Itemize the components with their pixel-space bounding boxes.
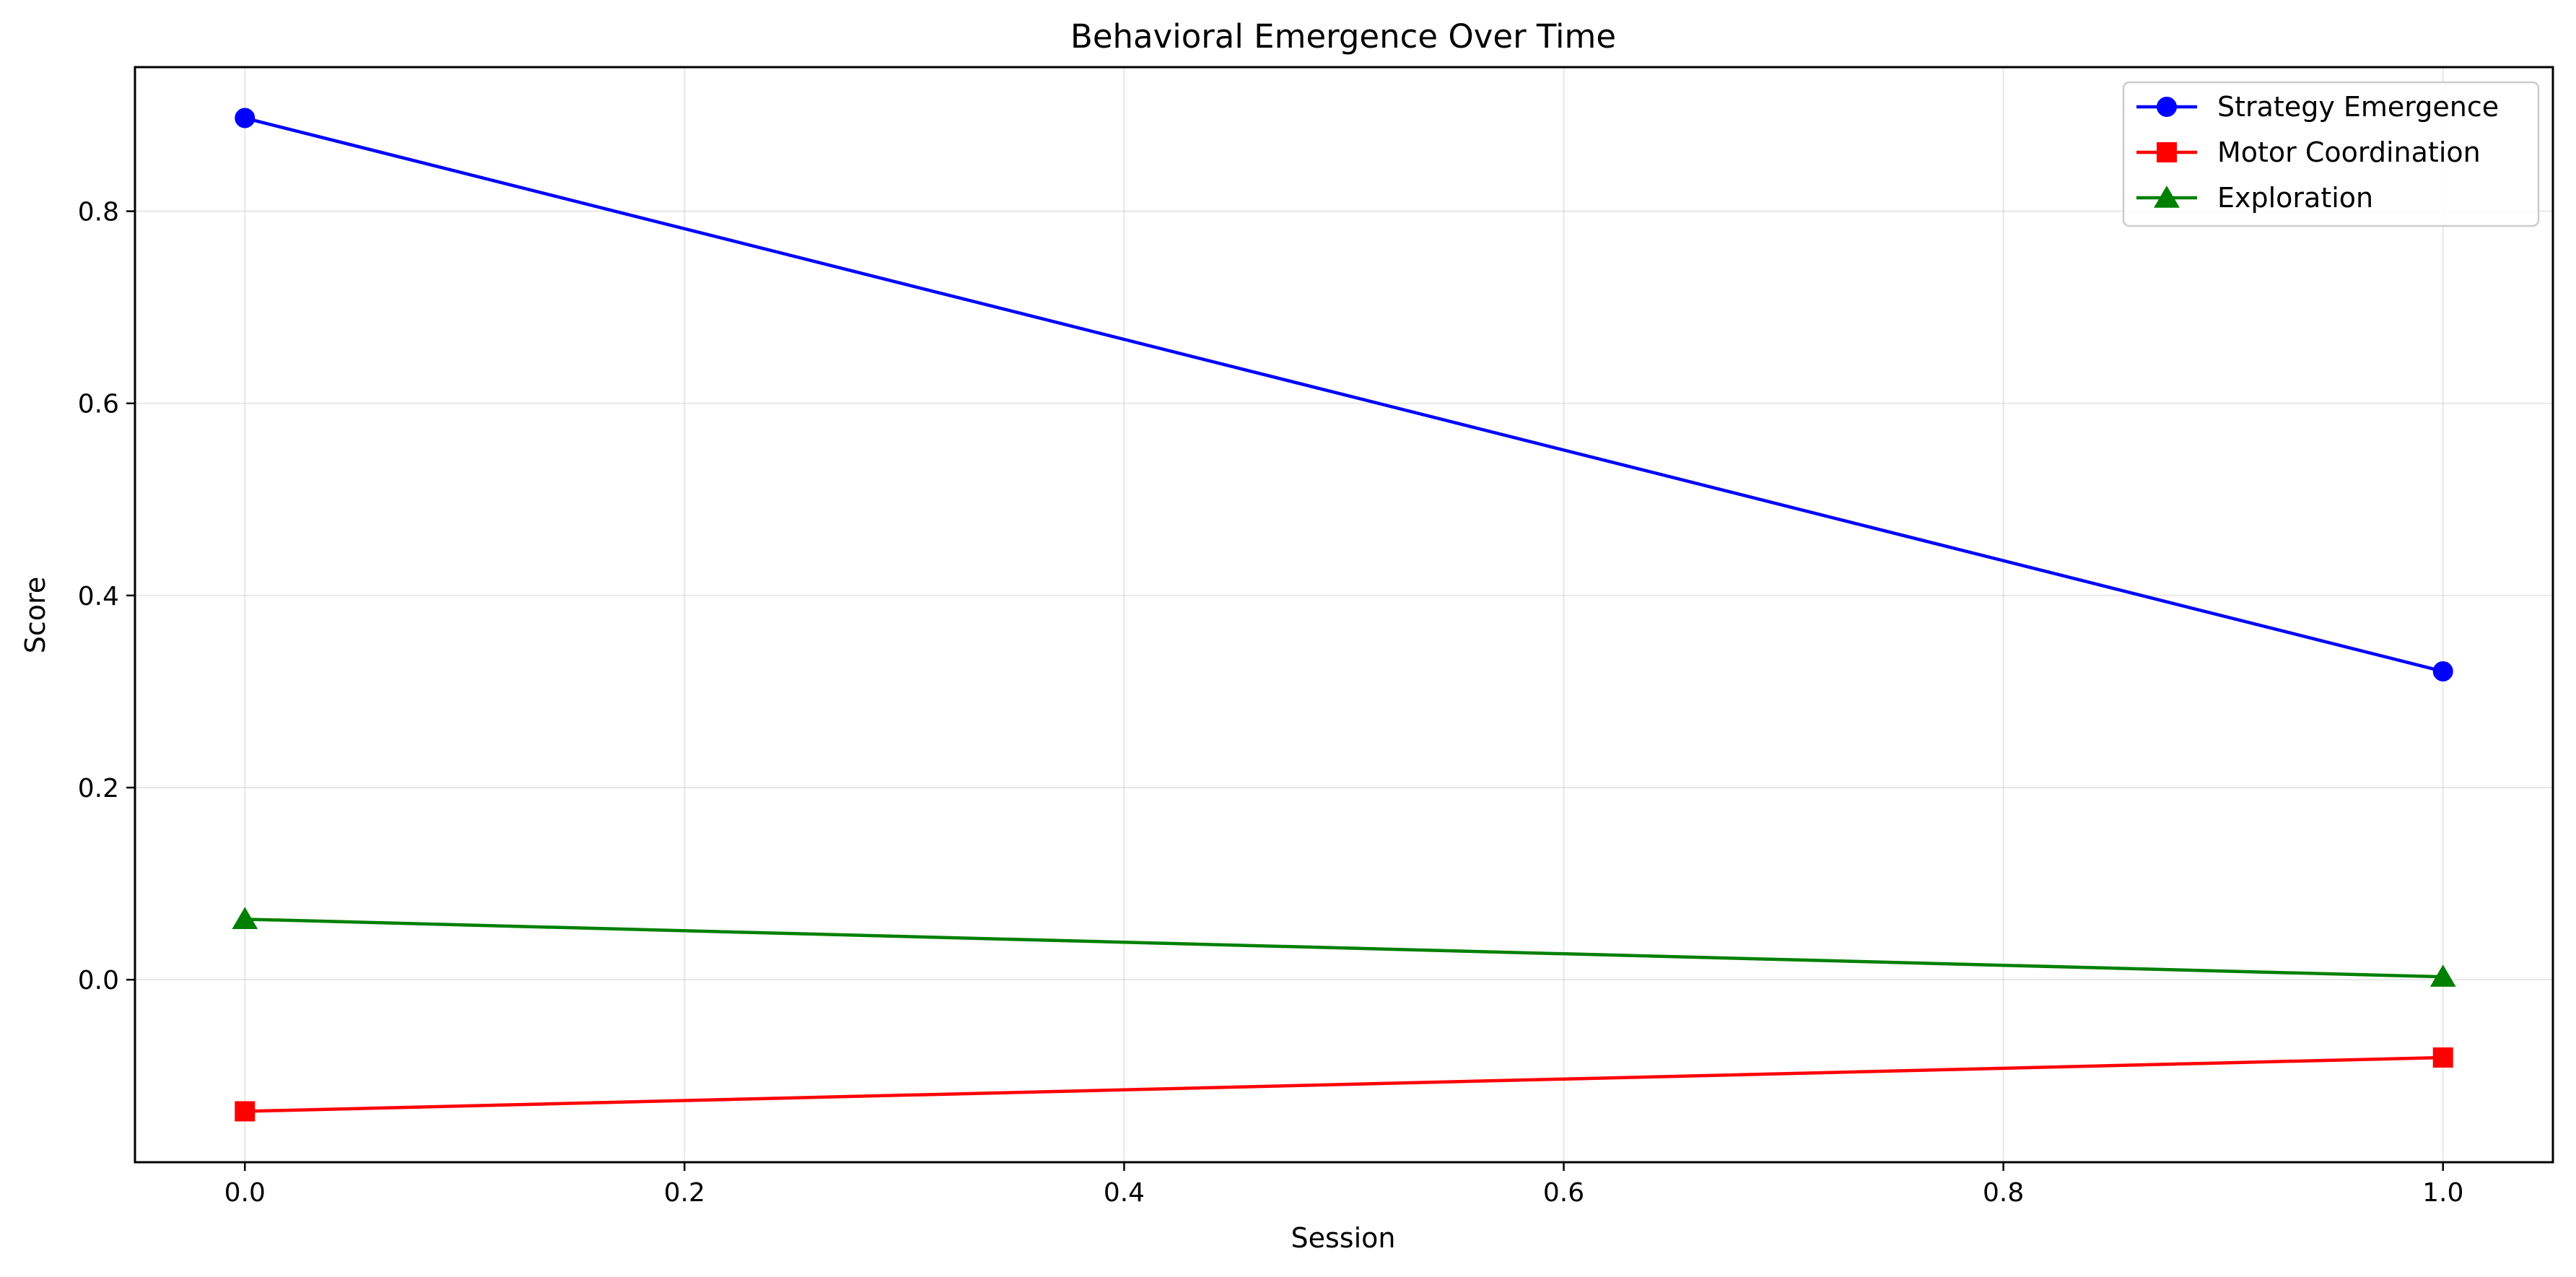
series-exploration xyxy=(232,907,2456,987)
data-point-circle xyxy=(235,108,256,128)
series-line xyxy=(244,116,2444,674)
legend-label: Strategy Emergence xyxy=(2217,91,2499,123)
data-point-square xyxy=(235,1101,256,1122)
y-tick-label: 0.8 xyxy=(78,198,119,227)
x-tick-label: 0.8 xyxy=(1983,1178,2024,1208)
x-axis-ticks: 0.0 0.2 0.4 0.6 0.8 1.0 xyxy=(224,1162,2463,1208)
x-tick-label: 0.0 xyxy=(224,1178,266,1208)
y-tick-label: 0.6 xyxy=(78,390,119,419)
plot-frame xyxy=(134,66,2554,1164)
legend-item: Motor Coordination xyxy=(2136,136,2481,168)
legend-label: Exploration xyxy=(2217,182,2373,214)
legend: Strategy Emergence Motor Coordination Expl… xyxy=(2122,81,2540,227)
y-axis-label: Score xyxy=(19,577,51,653)
data-point-circle xyxy=(2432,661,2453,682)
series-strategy-emergence xyxy=(235,108,2453,682)
series-line xyxy=(245,1055,2443,1113)
y-tick-label: 0.0 xyxy=(78,966,119,995)
series-motor-coordination xyxy=(235,1047,2453,1122)
data-point-triangle xyxy=(2429,964,2456,987)
data-point-square xyxy=(2432,1047,2453,1068)
legend-label: Motor Coordination xyxy=(2217,136,2481,168)
legend-marker-circle xyxy=(2157,97,2177,117)
x-tick-label: 1.0 xyxy=(2422,1178,2463,1208)
y-tick-label: 0.2 xyxy=(78,774,119,803)
x-tick-label: 0.4 xyxy=(1104,1178,1145,1208)
x-axis-label: Session xyxy=(1291,1222,1396,1254)
x-tick-label: 0.2 xyxy=(664,1178,705,1208)
y-axis-ticks: 0.0 0.2 0.4 0.6 0.8 xyxy=(78,198,135,995)
series-group xyxy=(232,108,2456,1122)
legend-box xyxy=(2122,81,2540,227)
series-line xyxy=(245,918,2443,979)
legend-marker-triangle xyxy=(2154,186,2180,208)
legend-item: Exploration xyxy=(2136,182,2373,214)
chart-title: Behavioral Emergence Over Time xyxy=(1070,17,1616,56)
legend-marker-square xyxy=(2157,142,2177,162)
x-tick-label: 0.6 xyxy=(1543,1178,1584,1208)
data-point-triangle xyxy=(232,907,258,930)
legend-item: Strategy Emergence xyxy=(2136,91,2499,123)
y-tick-label: 0.4 xyxy=(78,582,119,611)
